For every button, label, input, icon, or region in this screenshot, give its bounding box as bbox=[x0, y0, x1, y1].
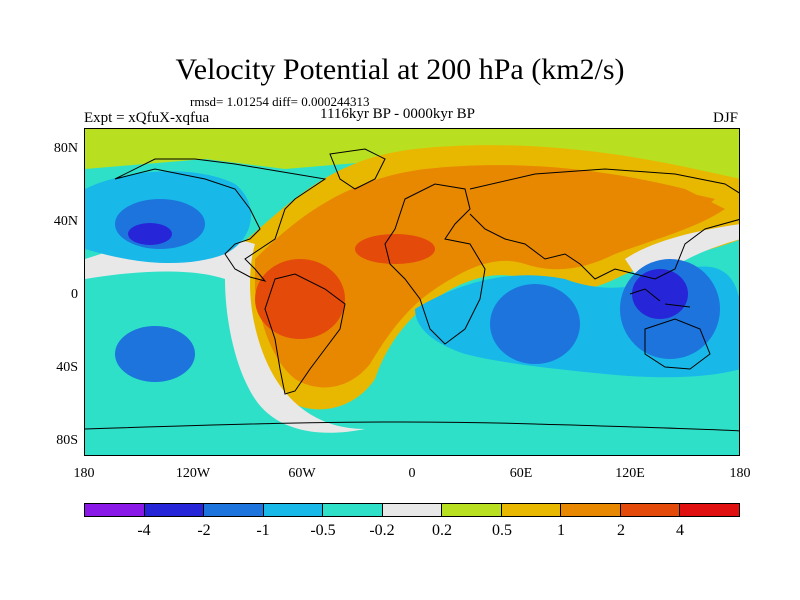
colorbar-swatch bbox=[442, 504, 502, 516]
field-north-green bbox=[85, 129, 739, 199]
x-tick-120w: 120W bbox=[175, 466, 211, 481]
colorbar-swatch bbox=[382, 504, 443, 516]
field-south-band bbox=[85, 419, 739, 455]
colorbar-swatch bbox=[204, 504, 264, 516]
x-tick-180-right: 180 bbox=[729, 466, 751, 481]
colorbar-swatch bbox=[501, 504, 562, 516]
y-tick-80n: 80N bbox=[53, 141, 78, 156]
rmsd-diff-stats: rmsd= 1.01254 diff= 0.000244313 bbox=[190, 94, 370, 109]
field-center-north-africa bbox=[355, 234, 435, 264]
colorbar-label: 0.5 bbox=[492, 522, 512, 539]
field-indian-ocean-blue bbox=[490, 284, 580, 364]
field-center-south-america bbox=[255, 259, 345, 339]
map-panel bbox=[84, 128, 740, 456]
field-negative-south-pacific bbox=[115, 326, 195, 382]
colorbar-label: -4 bbox=[137, 522, 151, 539]
experiment-label: Expt = xQfuX-xqfua bbox=[84, 110, 210, 126]
colorbar-label: 4 bbox=[676, 522, 684, 539]
colorbar-label: -2 bbox=[197, 522, 211, 539]
colorbar-label: 2 bbox=[617, 522, 625, 539]
y-tick-0: 0 bbox=[71, 287, 78, 302]
velocity-potential-map bbox=[85, 129, 739, 455]
y-tick-80s: 80S bbox=[56, 433, 78, 448]
colorbar-label: 0.2 bbox=[432, 522, 452, 539]
x-tick-60e: 60E bbox=[509, 466, 533, 481]
colorbar-swatch bbox=[620, 504, 681, 516]
colorbar bbox=[84, 503, 740, 517]
colorbar-label: -1 bbox=[256, 522, 270, 539]
chart-title: Velocity Potential at 200 hPa (km2/s) bbox=[175, 53, 625, 86]
colorbar-swatch bbox=[561, 504, 621, 516]
colorbar-label: -0.5 bbox=[310, 522, 336, 539]
field-zero-band-pacific bbox=[85, 236, 365, 433]
colorbar-label: -0.2 bbox=[369, 522, 395, 539]
x-tick-120e: 120E bbox=[615, 466, 645, 481]
colorbar-swatch bbox=[680, 504, 740, 516]
colorbar-swatch bbox=[85, 504, 145, 516]
x-tick-180-left: 180 bbox=[73, 466, 95, 481]
season-label: DJF bbox=[712, 110, 738, 126]
colorbar-swatch bbox=[263, 504, 324, 516]
y-tick-40s: 40S bbox=[56, 360, 78, 375]
field-asia-orange bbox=[525, 185, 715, 231]
coastlines bbox=[85, 148, 739, 432]
x-tick-0: 0 bbox=[408, 466, 416, 481]
y-tick-40n: 40N bbox=[53, 214, 78, 229]
colorbar-label: 1 bbox=[557, 522, 565, 539]
field-maritime-deep bbox=[632, 269, 688, 319]
x-tick-60w: 60W bbox=[288, 466, 316, 481]
field-north-pacific-deep bbox=[128, 223, 172, 245]
colorbar-swatch bbox=[323, 504, 383, 516]
period-label: 1116kyr BP - 0000kyr BP bbox=[320, 106, 476, 122]
colorbar-swatch bbox=[144, 504, 205, 516]
